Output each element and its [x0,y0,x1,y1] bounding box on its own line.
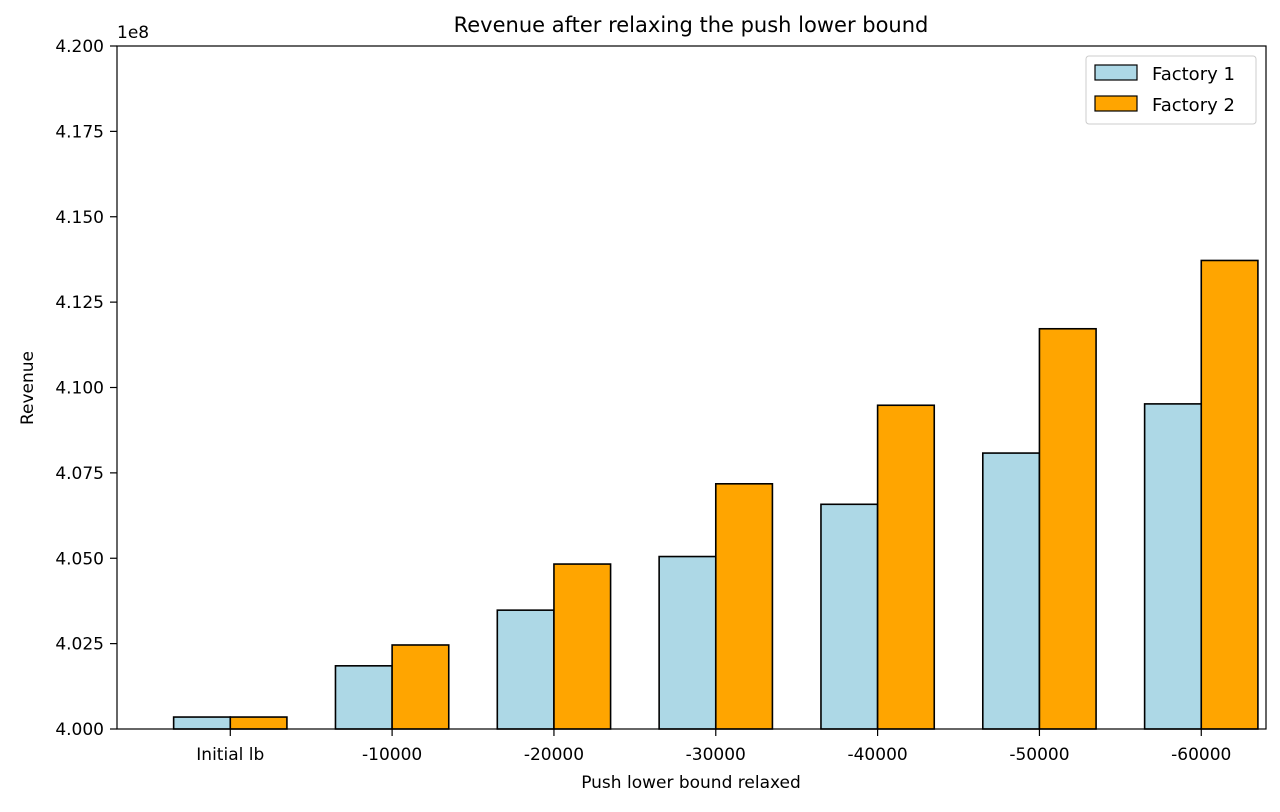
y-tick-label: 4.200 [55,37,104,57]
y-tick-label: 4.000 [55,720,104,740]
bar-factory-2-6 [1200,259,1259,730]
bar-factory-1-4 [820,503,879,730]
y-tick-label: 4.025 [55,635,104,655]
bar-factory-2-4 [876,404,936,730]
y-tick-label: 4.175 [55,122,104,142]
x-tick-label: -30000 [686,745,746,765]
x-tick-label: -20000 [524,745,584,765]
legend-label-factory-2: Factory 2 [1152,95,1235,116]
bars-layer [172,259,1259,730]
legend-swatch-factory-2 [1094,95,1138,112]
legend-swatch-factory-1 [1094,64,1138,81]
x-axis: Initial lb -10000 -20000 -30000 -40000 -50000… [196,729,1231,765]
x-tick-label: Initial lb [196,745,264,765]
y-tick-label: 4.050 [55,549,104,569]
bar-factory-1-2 [496,609,555,730]
y-axis: 4.000 4.025 4.050 4.075 4.100 4.125 4.150 4.175… [55,37,117,740]
y-tick-label: 4.125 [55,293,104,313]
bar-factory-1-5 [981,452,1041,730]
y-axis-label: Revenue [18,351,38,425]
bar-factory-2-3 [714,483,774,730]
bar-factory-1-3 [658,555,717,730]
y-tick-label: 4.100 [55,379,104,399]
x-tick-label: -50000 [1009,745,1069,765]
bar-factory-1-0 [172,716,232,730]
y-offset-label: 1e8 [117,23,149,43]
chart-title: Revenue after relaxing the push lower bo… [454,13,929,37]
bar-factory-2-1 [391,644,450,730]
x-tick-label: -60000 [1171,745,1231,765]
bar-factory-1-6 [1143,403,1203,730]
y-tick-label: 4.150 [55,208,104,228]
x-tick-label: -40000 [847,745,907,765]
y-tick-label: 4.075 [55,464,104,484]
bar-factory-2-2 [553,563,612,730]
bar-factory-1-1 [334,665,393,730]
x-tick-label: -10000 [362,745,422,765]
bar-factory-2-5 [1038,327,1097,730]
legend-label-factory-1: Factory 1 [1152,64,1235,85]
plot-frame [116,45,1267,730]
bar-factory-2-0 [229,716,288,730]
legend: Factory 1 Factory 2 [1085,55,1257,125]
x-axis-label: Push lower bound relaxed [581,773,801,793]
